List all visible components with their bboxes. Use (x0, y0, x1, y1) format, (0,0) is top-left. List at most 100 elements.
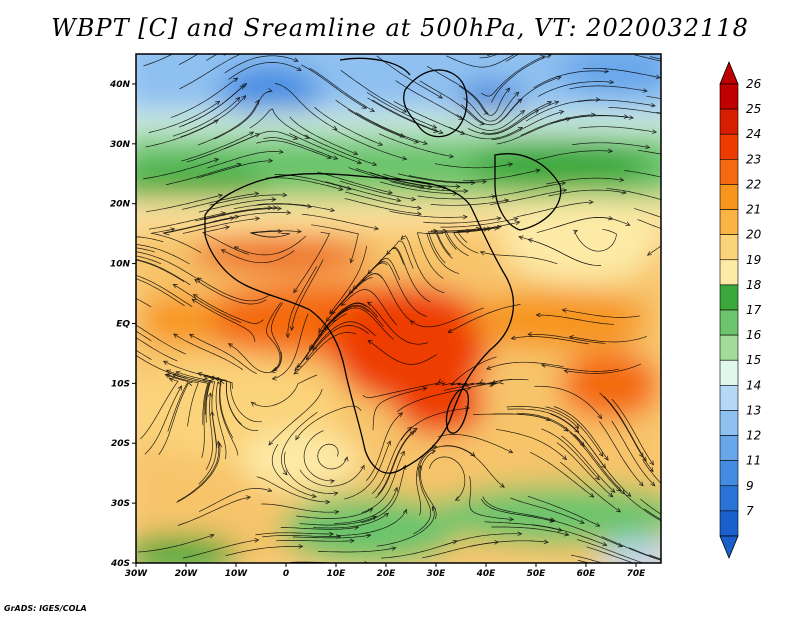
streamline (382, 173, 460, 187)
streamline (377, 428, 418, 495)
streamline-arrow (248, 131, 255, 136)
streamline-arrow (77, 286, 81, 290)
streamline (622, 491, 661, 522)
streamline-arrow (173, 333, 179, 338)
streamline-arrow (642, 456, 647, 462)
colorbar-swatch (719, 83, 739, 110)
colorbar-label: 23 (746, 152, 761, 166)
streamline-arrow (115, 272, 119, 276)
streamline (219, 380, 239, 456)
streamline (611, 420, 656, 487)
streamline-arrow (555, 25, 559, 29)
streamline-arrow (60, 290, 64, 294)
streamline-arrow (466, 386, 472, 391)
streamline (571, 554, 604, 563)
streamline (489, 189, 567, 205)
streamline-arrow (188, 333, 195, 339)
streamline (535, 150, 613, 161)
streamline-arrow (527, 331, 533, 337)
streamline (637, 149, 661, 155)
streamline-arrow (209, 533, 215, 539)
streamline-arrow (289, 326, 295, 332)
streamline-arrow (399, 133, 405, 138)
x-tick-label: 30E (427, 569, 447, 579)
streamline-arrow (325, 316, 331, 322)
streamline-arrow (329, 531, 334, 537)
streamline-arrow (579, 519, 585, 524)
streamline (136, 349, 152, 360)
x-tick-label: 60E (577, 569, 597, 579)
streamline (549, 519, 623, 547)
y-tick-label: 30N (110, 140, 131, 150)
streamline-arrow (416, 211, 422, 217)
streamline (281, 411, 318, 476)
streamline (434, 163, 513, 169)
streamline (541, 428, 600, 480)
streamline (261, 503, 339, 513)
colorbar-swatch (719, 234, 739, 261)
streamline (271, 444, 317, 498)
streamline-arrow (220, 379, 226, 385)
streamline-arrow (165, 373, 172, 378)
streamline (172, 374, 209, 425)
streamline-arrow (306, 204, 313, 209)
streamline-arrow (397, 412, 404, 417)
streamline (408, 175, 487, 183)
streamline (299, 465, 365, 487)
streamline (177, 496, 251, 526)
colorbar-swatch (719, 359, 739, 386)
streamline (145, 119, 219, 148)
streamline-arrow (711, 160, 715, 164)
streamline-arrow (244, 29, 248, 33)
streamline (233, 203, 312, 210)
streamline (546, 177, 624, 185)
streamline (390, 181, 468, 192)
streamline-arrow (638, 481, 644, 487)
streamline (339, 180, 416, 200)
y-tick-label: EQ (116, 319, 130, 329)
streamline-arrow (338, 186, 344, 191)
streamline-arrow (563, 368, 569, 374)
colorbar-label: 20 (746, 228, 762, 242)
colorbar-label: 17 (746, 303, 762, 317)
streamline-arrow (387, 189, 393, 195)
streamline (376, 55, 443, 99)
streamline-arrow (513, 216, 519, 222)
colorbar-label: 26 (746, 77, 762, 91)
colorbar-swatch (719, 284, 739, 311)
streamline-arrow (470, 180, 476, 186)
streamline (581, 436, 632, 497)
streamline-arrow (293, 369, 299, 375)
streamline-arrow (272, 366, 278, 372)
streamline (505, 54, 520, 62)
streamline (301, 213, 379, 230)
colorbar-swatch (719, 385, 739, 411)
streamline (284, 451, 338, 494)
streamline (646, 95, 661, 100)
streamline-arrow (356, 159, 362, 165)
streamline-arrow (295, 435, 300, 441)
streamline (624, 170, 661, 178)
streamline-arrow (329, 207, 336, 213)
streamline-arrow (649, 460, 654, 466)
streamline (611, 398, 654, 466)
streamline-arrow (329, 309, 334, 315)
x-tick-label: 40E (476, 569, 497, 579)
streamline (434, 380, 481, 386)
streamline (577, 539, 644, 563)
streamline-arrow (277, 206, 282, 211)
streamline (304, 134, 377, 166)
streamline (458, 85, 510, 116)
streamline-arrow (217, 442, 223, 448)
streamline-arrow (109, 322, 113, 326)
streamline-arrow (393, 486, 399, 492)
streamline (136, 236, 164, 243)
streamline (355, 112, 428, 145)
streamline (182, 539, 259, 559)
streamline (487, 54, 495, 56)
streamline (498, 76, 562, 123)
streamline (197, 372, 243, 425)
streamline (144, 385, 182, 455)
streamline (582, 67, 661, 79)
streamline (426, 65, 489, 114)
